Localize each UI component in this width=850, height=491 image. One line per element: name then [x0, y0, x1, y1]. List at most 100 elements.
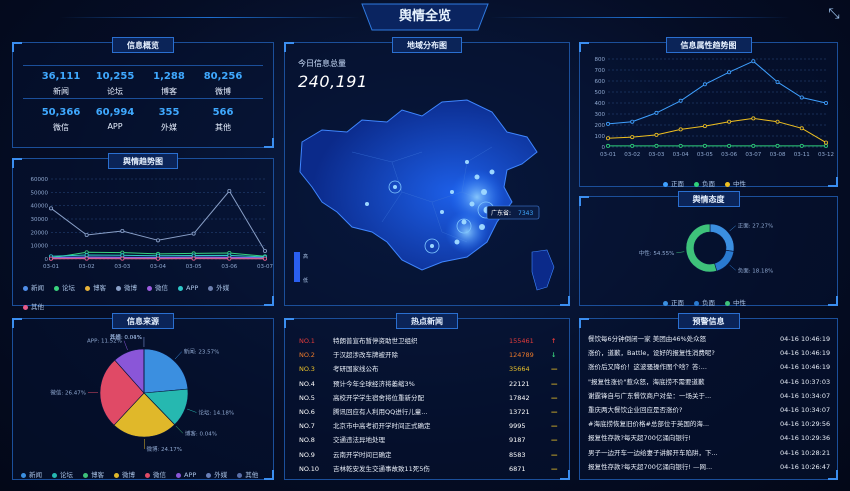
- legend-item[interactable]: 新闻: [21, 471, 42, 479]
- legend-swatch: [663, 300, 668, 306]
- legend-swatch: [23, 304, 28, 310]
- collapse-icon[interactable]: ⤡: [828, 6, 840, 22]
- trend-legend: 新闻 论坛 博客 微博 微信 APP 外媒其他: [23, 275, 268, 313]
- warning-time: 04-16 10:46:19: [780, 349, 831, 358]
- data-point: [751, 143, 756, 148]
- legend-item[interactable]: 外媒: [206, 471, 227, 479]
- china-map[interactable]: 高 低 广东省: 7343: [292, 92, 564, 298]
- warning-row[interactable]: 报复性存款?每天超700亿涌向银行! 04-16 10:29:36: [586, 432, 830, 445]
- hotnews-row[interactable]: NO.4 预计今年全球经济将萎缩3% 22121 —: [297, 377, 571, 391]
- hotnews-title: 云南开学时间已确定: [333, 450, 392, 459]
- warning-row[interactable]: 报复性存款?每天超700亿涌向银行! —网... 04-16 10:26:47: [586, 461, 830, 474]
- legend-item[interactable]: 微信: [145, 471, 166, 479]
- data-point: [654, 143, 659, 148]
- hotnews-row[interactable]: NO.10 吉林乾安发生交通事故致11死5伤 6871 —: [297, 462, 571, 476]
- trend-chart: 60000 50000 40000 30000 20000 10000 003-01 03-0…: [31, 177, 274, 270]
- legend-swatch: [23, 285, 28, 291]
- data-point: [605, 121, 610, 126]
- overview-divider-mid: [23, 98, 263, 99]
- legend-item[interactable]: 博客: [83, 471, 104, 479]
- hotnews-rank: NO.7: [299, 422, 315, 431]
- y-tick-label: 200: [595, 123, 606, 129]
- legend-item[interactable]: 负面: [694, 299, 715, 307]
- warning-title: 涨价，道歉，Battle，设好的报复性消费呢?: [588, 349, 715, 358]
- data-point: [702, 124, 707, 129]
- legend-item[interactable]: 论坛: [52, 471, 73, 479]
- stat-app: 60,994 APP: [95, 107, 135, 131]
- hotnews-trend-icon: —: [551, 450, 558, 459]
- legend-swatch: [114, 472, 119, 478]
- hotnews-rank: NO.6: [299, 408, 315, 416]
- legend-label: 正面: [671, 299, 684, 307]
- warning-row[interactable]: 涨价，道歉，Battle，设好的报复性消费呢? 04-16 10:46:19: [586, 347, 830, 360]
- warning-time: 04-16 10:46:19: [780, 335, 831, 343]
- warning-row[interactable]: 餐饮每6分钟倒闭一家 美团由46%处众怒 04-16 10:46:19: [586, 333, 830, 346]
- attr-legend: 正面 负面 中性: [580, 171, 839, 190]
- legend-item[interactable]: 微博: [116, 284, 137, 292]
- legend-item[interactable]: 外媒: [208, 284, 229, 292]
- hotnews-row[interactable]: NO.5 高校开学学生宿舍将位重新分配 17842 —: [297, 391, 571, 405]
- legend-swatch: [116, 285, 121, 291]
- slice-leader: [187, 408, 197, 413]
- trend-panel: 舆情趋势图 60000 50000 40000 30000 20000 10000 0 03-…: [12, 153, 274, 311]
- data-point: [630, 135, 635, 140]
- legend-item[interactable]: 微信: [147, 284, 168, 292]
- hotnews-count: 124789: [509, 351, 534, 360]
- hotnews-row[interactable]: NO.6 腾讯回应有人利用QQ进行儿童... 13721 —: [297, 405, 571, 419]
- legend-item[interactable]: 博客: [85, 284, 106, 292]
- legend-swatch: [237, 472, 243, 478]
- warning-row[interactable]: 涨价后又降价！这波骚操作图个啥？答:... 04-16 10:46:19: [586, 361, 830, 374]
- legend-item[interactable]: 其他: [23, 303, 44, 311]
- legend-item[interactable]: 微博: [114, 471, 135, 479]
- warning-row[interactable]: 谢霆锋自与广东餐饮商户对垒：一场关于... 04-16 10:34:07: [586, 390, 830, 403]
- warning-row[interactable]: 男子一边开车一边给妻子讲解开车陷阱，下... 04-16 10:28:21: [586, 447, 830, 460]
- legend-item[interactable]: 正面: [663, 180, 684, 188]
- attitude-legend: 正面 负面 中性: [580, 290, 839, 309]
- attr-panel: 信息属性趋势图 800 700 600 500 400 300 200 100 0 03-01 03…: [579, 37, 839, 190]
- map-scale-low: 低: [303, 277, 308, 284]
- y-tick-label: 0: [602, 145, 606, 151]
- data-point: [262, 256, 267, 261]
- hotnews-row[interactable]: NO.7 北京市中高考初开学时间正式确定 9995 —: [297, 419, 571, 433]
- hotnews-trend-icon: —: [551, 408, 558, 416]
- data-point: [751, 116, 756, 121]
- hotnews-row[interactable]: NO.2 于汉超涉改车牌被开除 124789 ↓: [297, 348, 571, 362]
- legend-item[interactable]: 中性: [725, 180, 746, 188]
- data-point: [84, 253, 89, 258]
- today-total-label: 今日信息总量: [298, 59, 346, 68]
- legend-item[interactable]: 中性: [725, 299, 746, 307]
- overview-divider-top: [23, 65, 263, 66]
- legend-item[interactable]: APP: [178, 284, 198, 292]
- hotnews-row[interactable]: NO.8 交通违法异地处理 9187 —: [297, 433, 571, 447]
- data-point: [727, 119, 732, 124]
- legend-item[interactable]: 正面: [663, 299, 684, 307]
- x-tick-label: 03-01: [43, 264, 59, 270]
- legend-item[interactable]: 负面: [694, 180, 715, 188]
- attitude-panel-title: 舆情态度: [677, 191, 740, 207]
- legend-item[interactable]: 其他: [237, 471, 258, 479]
- warning-row[interactable]: "报复性涨价"惹众怒，海底捞不需要道歉 04-16 10:37:03: [586, 376, 830, 389]
- legend-item[interactable]: 论坛: [54, 284, 75, 292]
- slice-leader: [174, 351, 182, 360]
- hotnews-trend-icon: ↑: [551, 337, 557, 345]
- legend-label: 论坛: [62, 284, 75, 292]
- hotnews-row[interactable]: NO.3 考研国家线公布 35664 —: [297, 362, 571, 376]
- legend-item[interactable]: APP: [176, 471, 196, 479]
- stat-foreign: 355 外媒: [158, 107, 180, 132]
- data-point: [799, 143, 804, 148]
- warning-title: #海底捞恢复旧价格#总部位于英国的海...: [588, 420, 710, 429]
- hotnews-row[interactable]: NO.9 云南开学时间已确定 8583 —: [297, 448, 571, 462]
- warning-title: 涨价后又降价！这波骚操作图个啥？答:...: [588, 363, 707, 372]
- hotnews-count: 9187: [509, 436, 526, 445]
- warning-row[interactable]: #海底捞恢复旧价格#总部位于英国的海... 04-16 10:29:56: [586, 418, 830, 431]
- data-point: [191, 256, 196, 261]
- south-sea-islands: [531, 249, 555, 291]
- warning-title: 谢霆锋自与广东餐饮商户对垒：一场关于...: [588, 391, 712, 400]
- legend-label: 新闻: [29, 471, 42, 479]
- legend-item[interactable]: 新闻: [23, 284, 44, 292]
- hotnews-count: 6871: [509, 464, 526, 473]
- warning-row[interactable]: 重庆两大餐饮企业回应是否涨价? 04-16 10:34:07: [586, 404, 830, 417]
- hotnews-row[interactable]: NO.1 特朗普宣布暂停资助世卫组织 155461 ↑: [297, 334, 571, 348]
- pie-slice: [709, 223, 735, 252]
- legend-swatch: [147, 285, 152, 291]
